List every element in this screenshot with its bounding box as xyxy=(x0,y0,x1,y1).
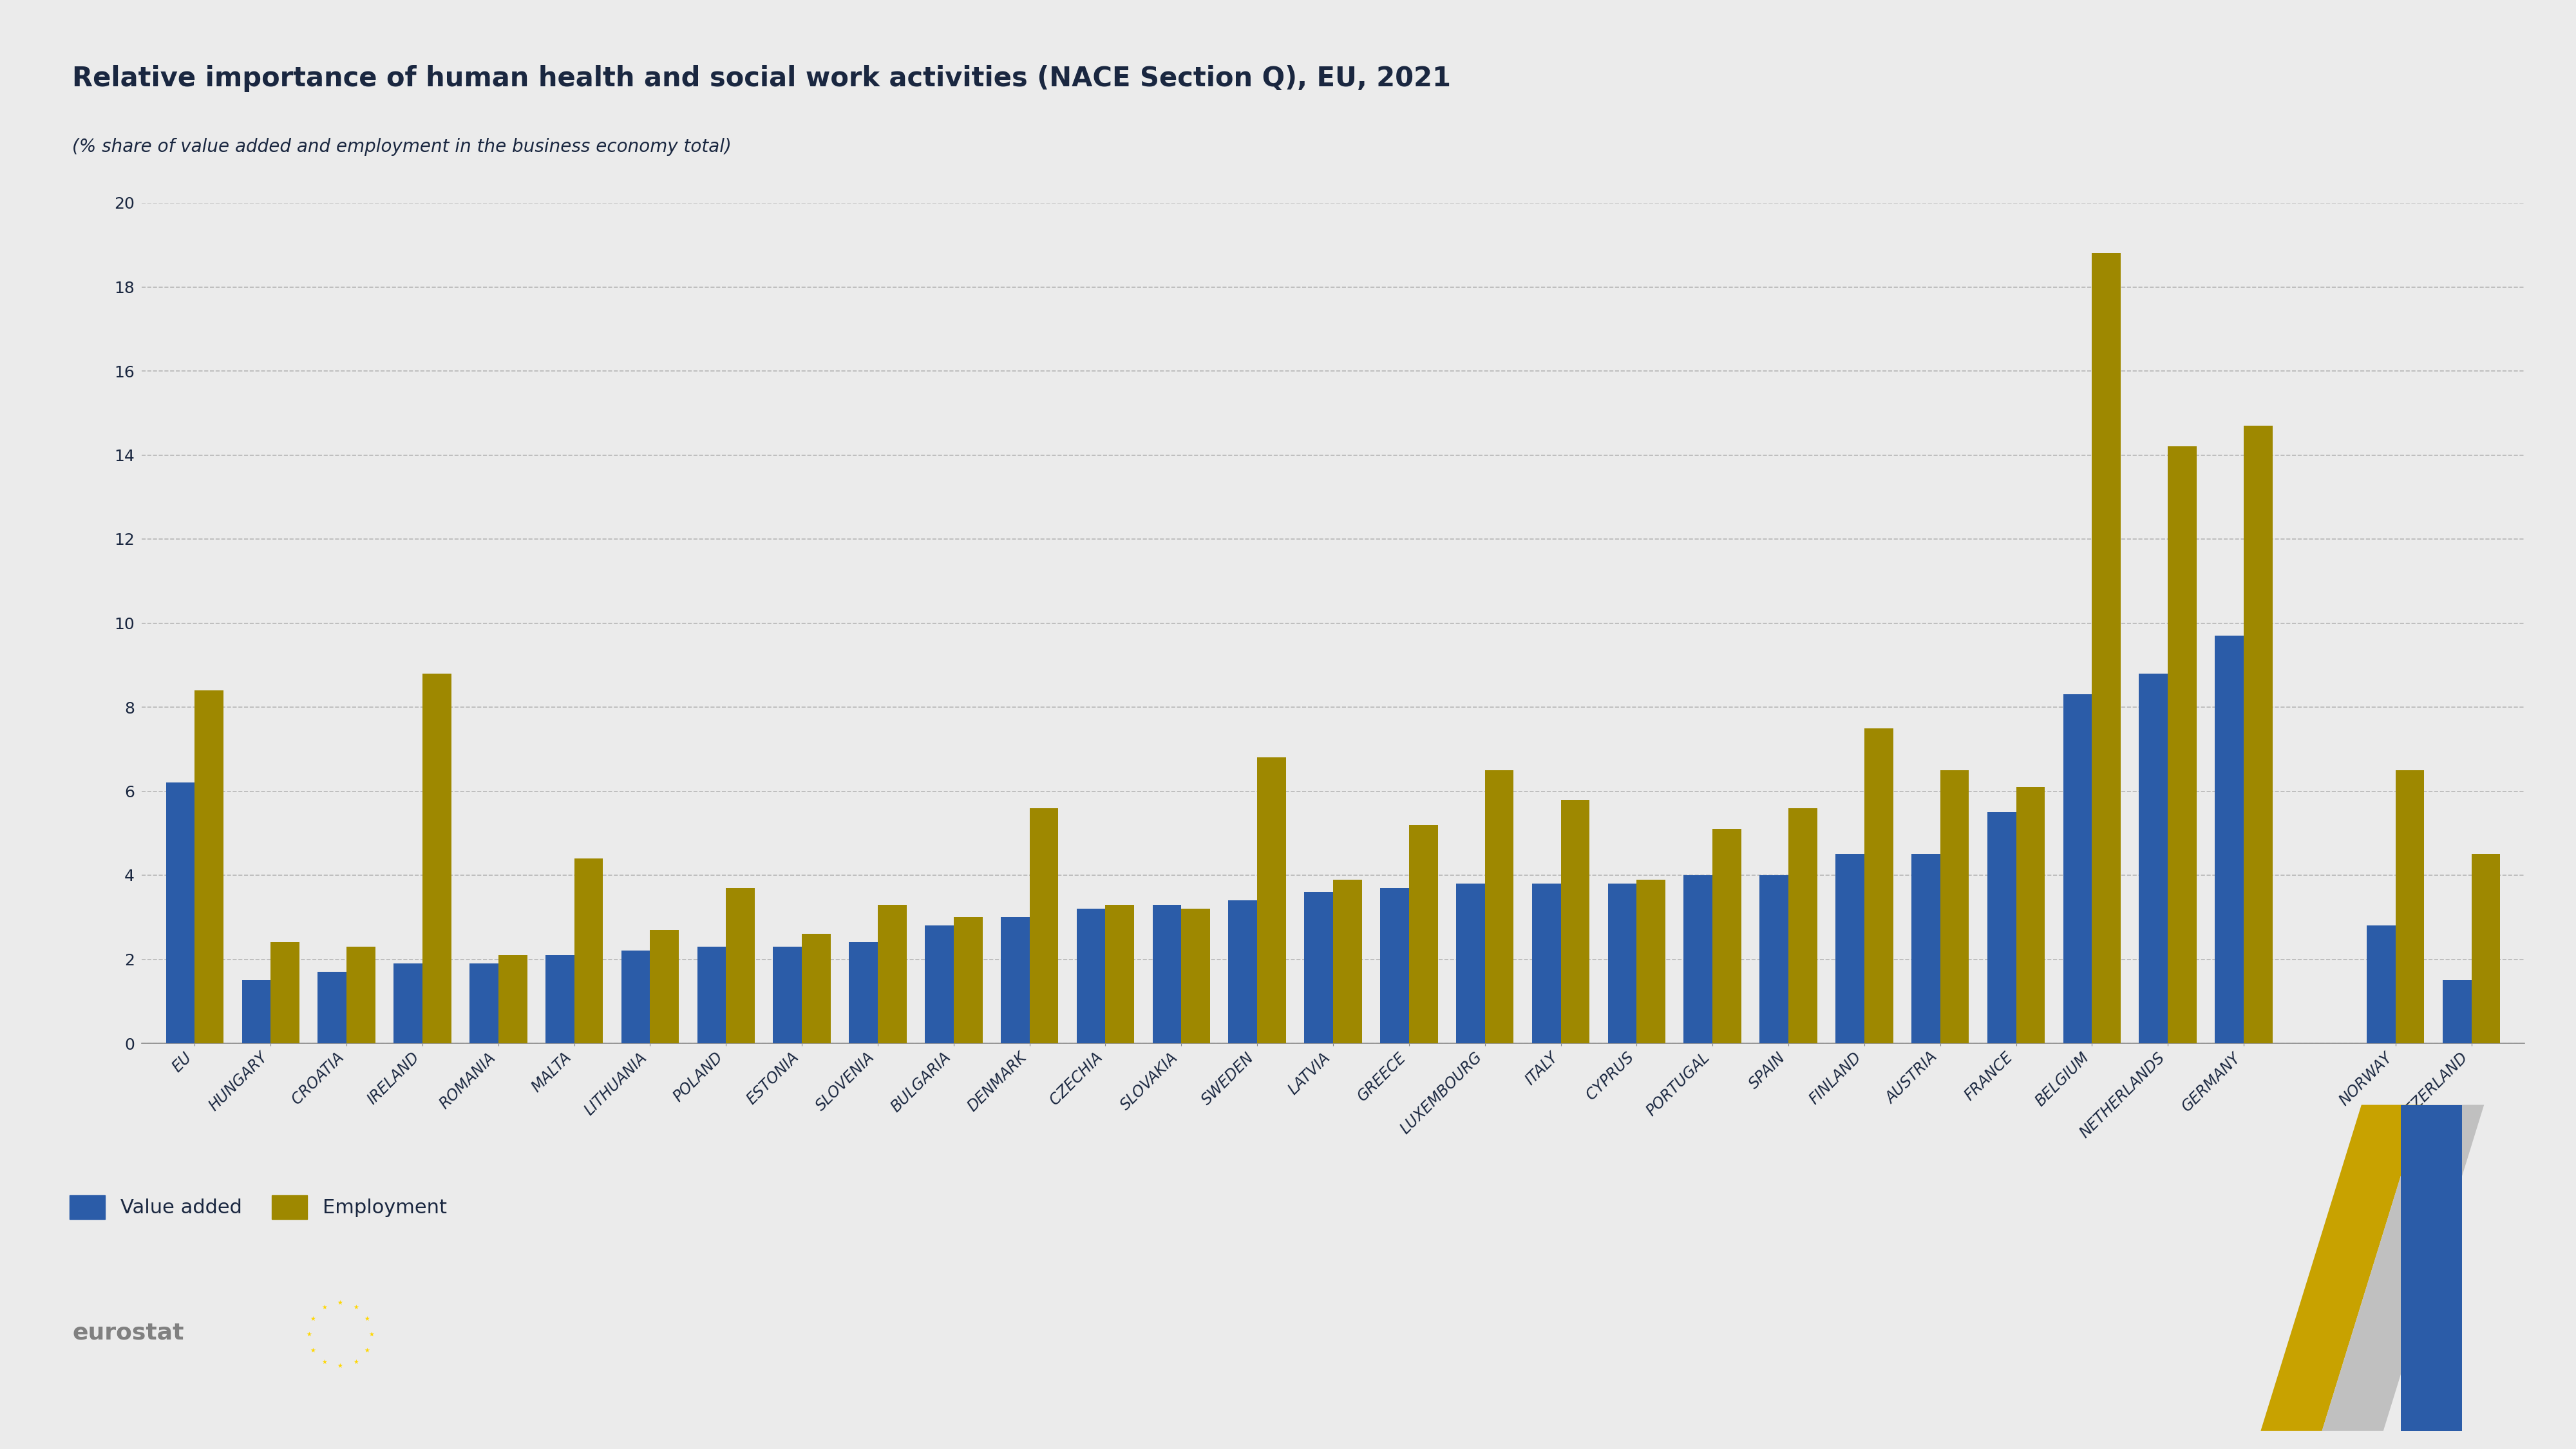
Bar xyxy=(1077,909,1105,1043)
Bar xyxy=(1257,758,1285,1043)
Bar xyxy=(1182,909,1211,1043)
Bar xyxy=(1229,900,1257,1043)
Bar xyxy=(574,858,603,1043)
Text: ★: ★ xyxy=(353,1359,358,1365)
Bar xyxy=(497,955,528,1043)
Bar xyxy=(2169,446,2197,1043)
Legend: Value added, Employment: Value added, Employment xyxy=(62,1187,456,1227)
Bar xyxy=(2017,787,2045,1043)
Bar xyxy=(999,917,1030,1043)
Bar xyxy=(1105,904,1133,1043)
Bar xyxy=(726,888,755,1043)
Bar xyxy=(1788,809,1816,1043)
Bar xyxy=(1837,853,1865,1043)
Bar xyxy=(394,964,422,1043)
Bar xyxy=(1911,853,1940,1043)
Bar xyxy=(1940,771,1968,1043)
Bar xyxy=(2367,926,2396,1043)
Bar xyxy=(1303,893,1334,1043)
Bar xyxy=(1561,800,1589,1043)
Polygon shape xyxy=(2262,1104,2421,1432)
Bar xyxy=(317,972,348,1043)
Bar xyxy=(1759,875,1788,1043)
Bar xyxy=(801,935,829,1043)
Bar xyxy=(270,942,299,1043)
Bar xyxy=(2396,771,2424,1043)
Bar xyxy=(1030,809,1059,1043)
Polygon shape xyxy=(2401,1104,2463,1432)
Bar xyxy=(1685,875,1713,1043)
Bar xyxy=(1713,829,1741,1043)
Text: ★: ★ xyxy=(363,1348,371,1353)
Text: ★: ★ xyxy=(322,1359,327,1365)
Bar xyxy=(1151,904,1182,1043)
Bar xyxy=(2442,980,2470,1043)
Bar xyxy=(1607,884,1636,1043)
Bar xyxy=(1409,824,1437,1043)
Bar xyxy=(698,946,726,1043)
Bar xyxy=(1986,811,2017,1043)
Bar xyxy=(1865,727,1893,1043)
Bar xyxy=(2215,636,2244,1043)
Bar xyxy=(1334,880,1363,1043)
Text: Relative importance of human health and social work activities (NACE Section Q),: Relative importance of human health and … xyxy=(72,65,1450,93)
Bar xyxy=(2063,694,2092,1043)
Bar xyxy=(621,951,649,1043)
Text: ★: ★ xyxy=(322,1304,327,1310)
Bar xyxy=(925,926,953,1043)
Text: ★: ★ xyxy=(307,1332,312,1337)
Bar xyxy=(2244,426,2272,1043)
Bar xyxy=(649,930,680,1043)
Polygon shape xyxy=(2321,1104,2483,1432)
Bar xyxy=(165,782,196,1043)
Bar xyxy=(2138,674,2169,1043)
Bar xyxy=(2470,853,2501,1043)
Bar xyxy=(422,674,451,1043)
Bar xyxy=(546,955,574,1043)
Bar xyxy=(348,946,376,1043)
Text: (% share of value added and employment in the business economy total): (% share of value added and employment i… xyxy=(72,138,732,155)
Bar xyxy=(1455,884,1484,1043)
Text: ★: ★ xyxy=(309,1348,317,1353)
Text: ★: ★ xyxy=(337,1364,343,1369)
Bar xyxy=(953,917,981,1043)
Text: ★: ★ xyxy=(337,1300,343,1306)
Bar xyxy=(2092,254,2120,1043)
Bar xyxy=(1484,771,1515,1043)
Bar xyxy=(878,904,907,1043)
Text: ★: ★ xyxy=(363,1316,371,1321)
Bar xyxy=(469,964,497,1043)
Bar xyxy=(1533,884,1561,1043)
Bar xyxy=(850,942,878,1043)
Bar xyxy=(242,980,270,1043)
Bar xyxy=(773,946,801,1043)
Bar xyxy=(1381,888,1409,1043)
Bar xyxy=(1636,880,1667,1043)
Text: ★: ★ xyxy=(353,1304,358,1310)
Text: ★: ★ xyxy=(309,1316,317,1321)
Text: eurostat: eurostat xyxy=(72,1321,183,1345)
Bar xyxy=(196,690,224,1043)
Text: ★: ★ xyxy=(368,1332,374,1337)
